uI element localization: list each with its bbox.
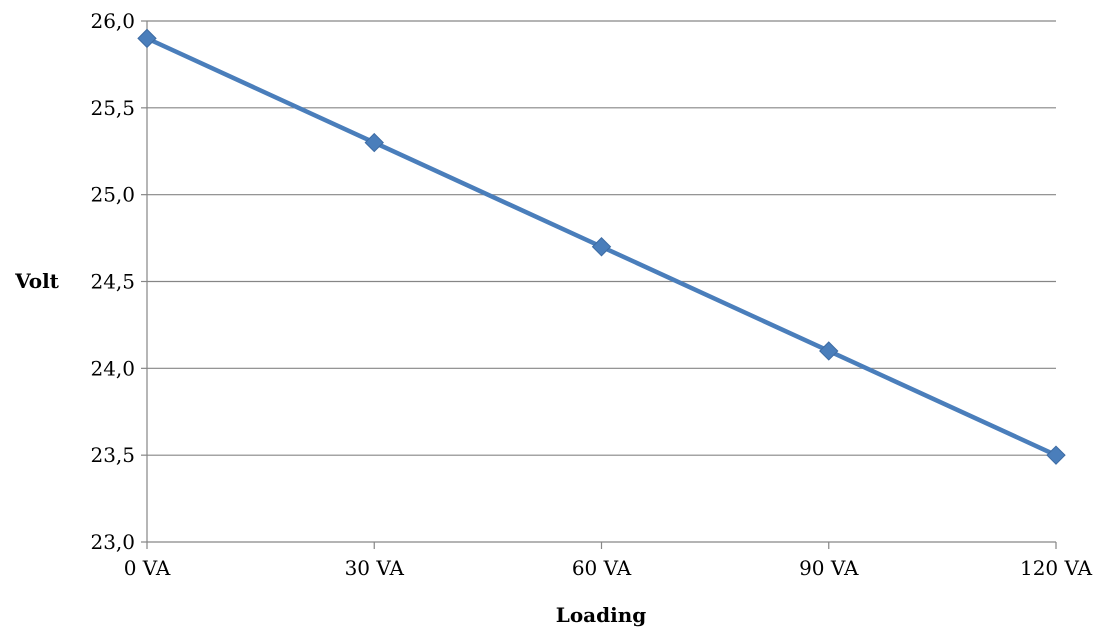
y-tick-label: 24,5 [90,270,135,294]
x-tick-labels: 0 VA 30 VA 60 VA 90 VA 120 VA [124,556,1093,580]
x-tick-label: 0 VA [124,556,171,580]
y-tick-label: 23,0 [90,530,135,554]
y-tick-label: 25,5 [90,96,135,120]
y-tick-label: 23,5 [90,443,135,467]
series-group [137,28,1066,465]
y-tick-labels: 23,0 23,5 24,0 24,5 25,0 25,5 26,0 [90,9,135,554]
y-tick-label: 25,0 [90,183,135,207]
data-point-marker [1046,445,1066,465]
y-tick-label: 24,0 [90,356,135,380]
data-point-marker [591,237,612,257]
x-tick-label: 30 VA [345,556,405,580]
y-axis-title: Volt [14,269,60,293]
x-axis-title: Loading [556,603,646,627]
axes [141,20,1057,549]
x-tick-label: 120 VA [1020,556,1093,580]
x-tick-label: 90 VA [799,556,859,580]
x-tick-label: 60 VA [572,556,632,580]
data-point-marker [819,341,839,361]
y-tick-label: 26,0 [90,9,135,33]
data-point-marker [364,132,384,153]
data-point-marker [137,28,157,49]
